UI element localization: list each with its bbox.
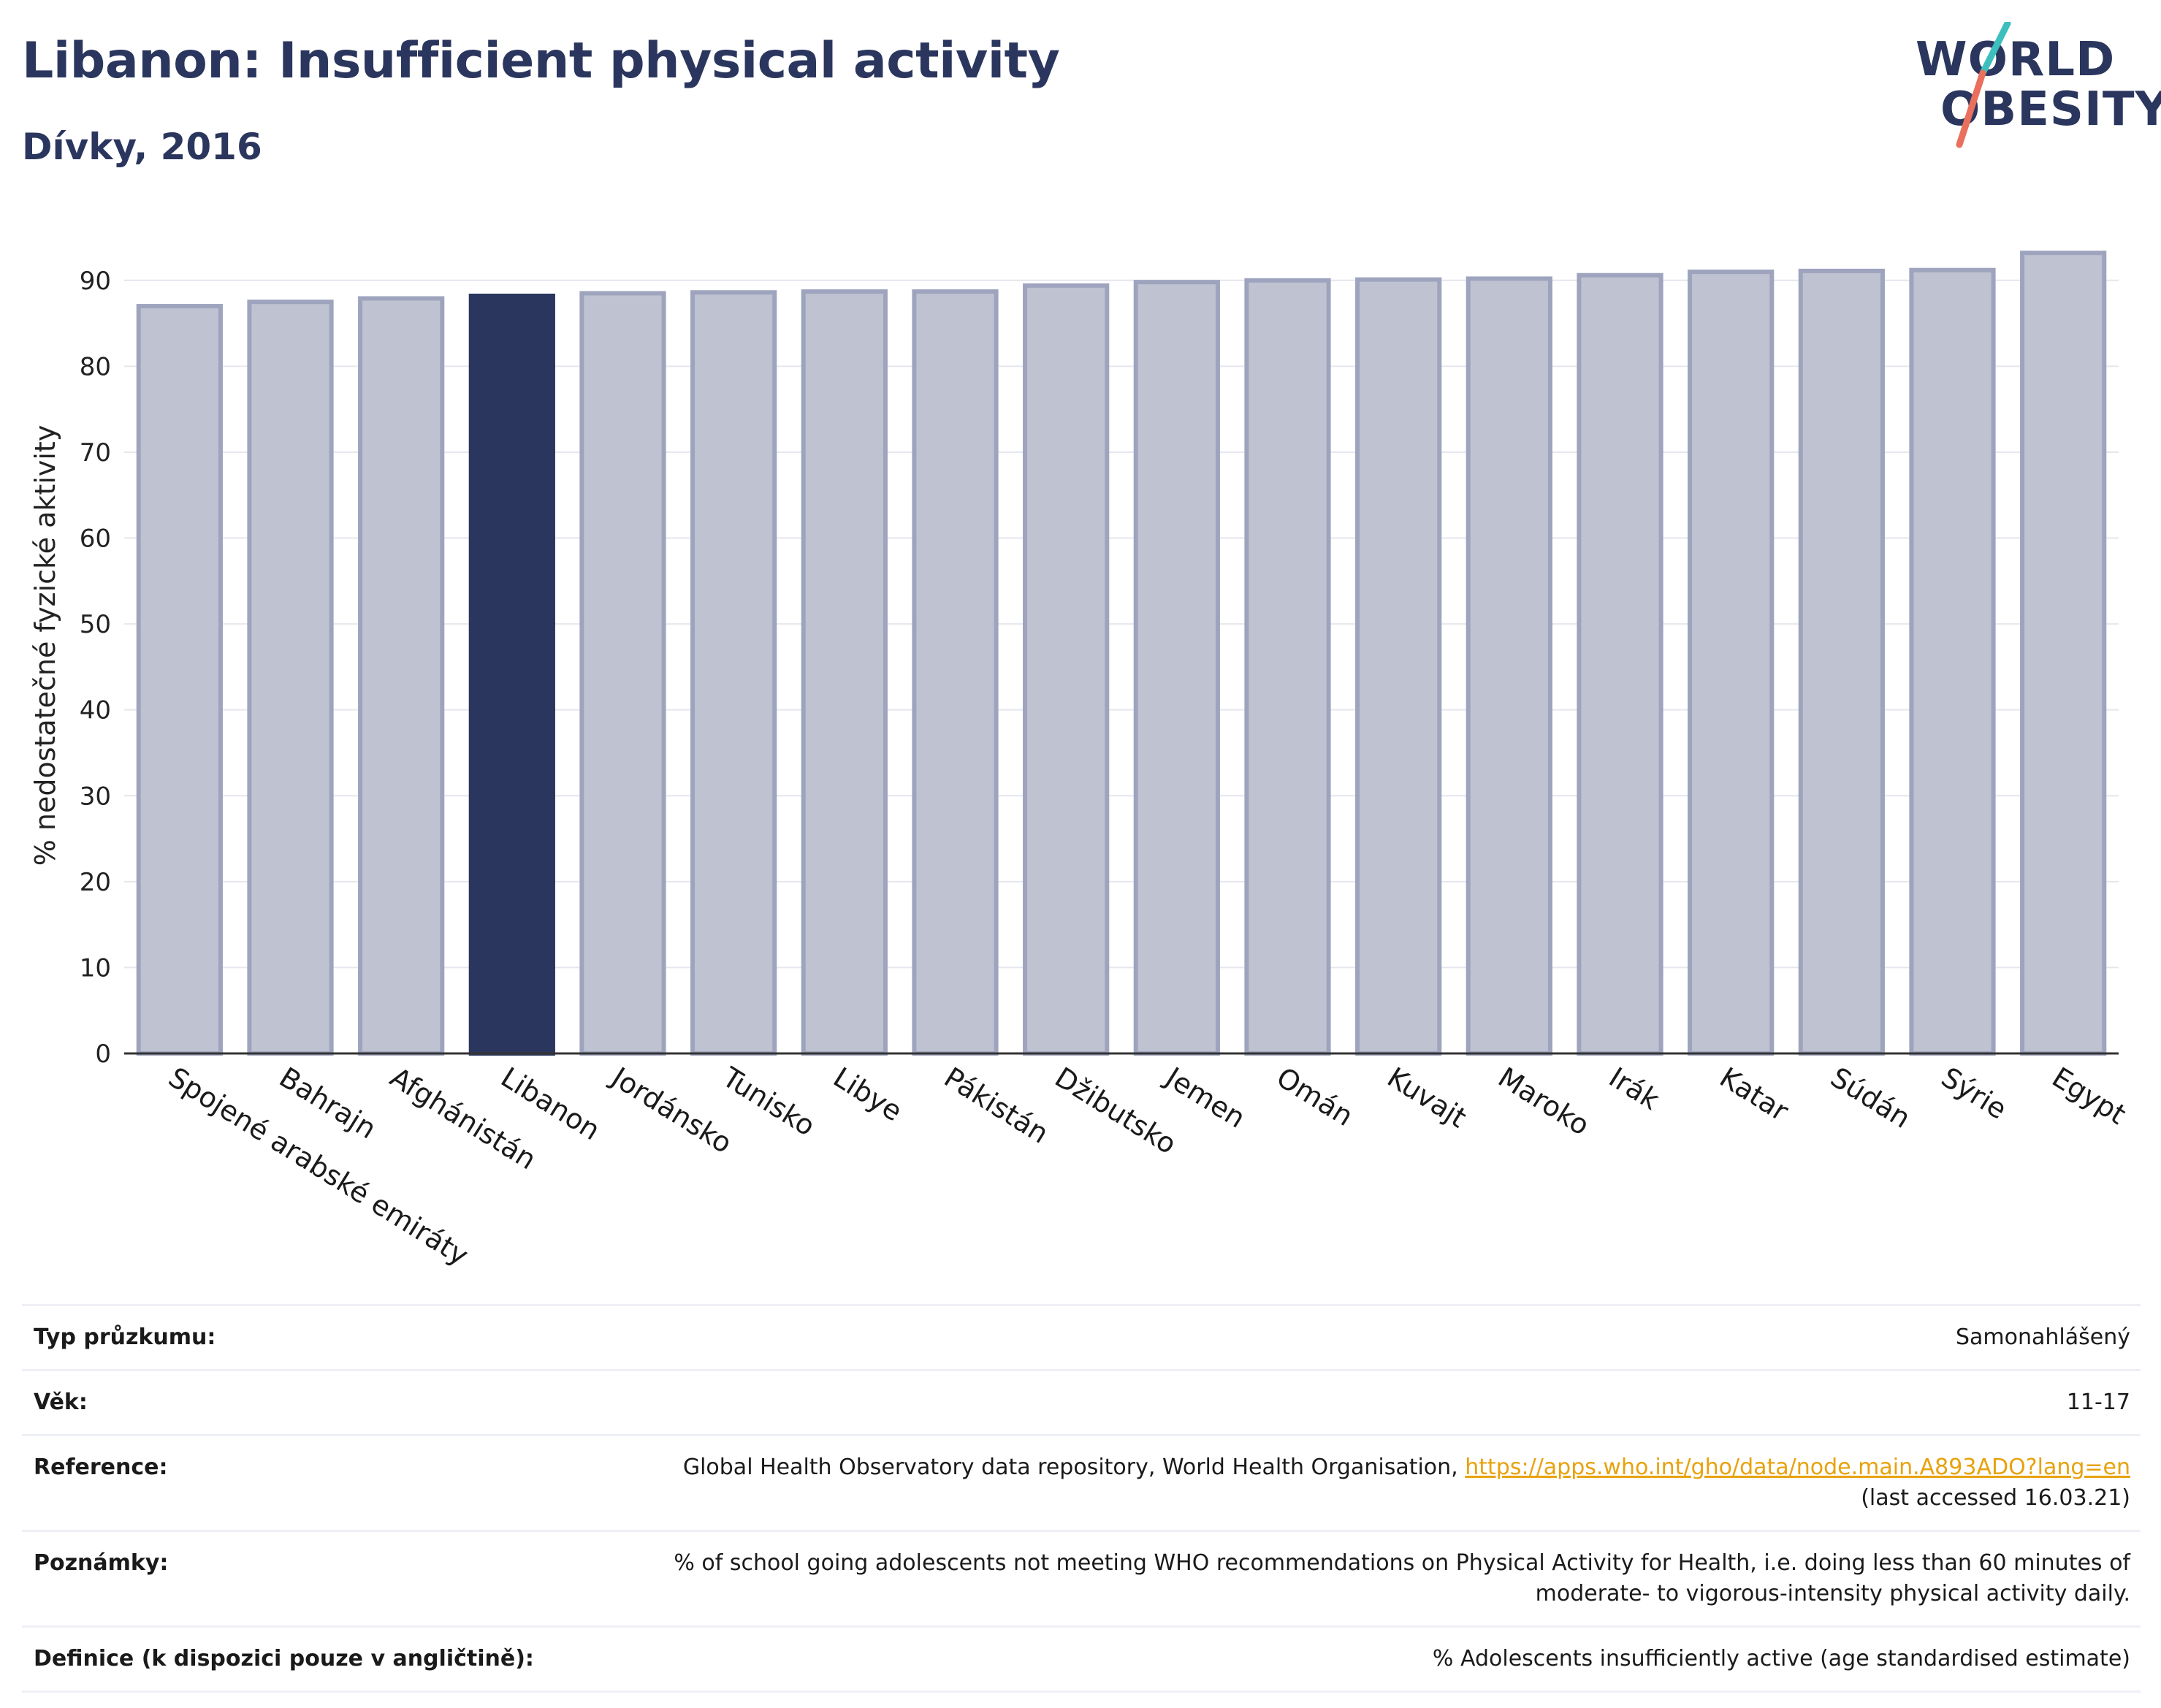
bar [1798, 268, 1885, 1056]
x-tick-label: Jemen [1159, 1060, 1251, 1134]
reference-text: Global Health Observatory data repositor… [682, 1455, 1458, 1480]
bar [1023, 283, 1110, 1056]
meta-value: Samonahlášený [1956, 1324, 2130, 1350]
y-tick-label: 0 [95, 1040, 111, 1069]
bar [1466, 276, 1552, 1056]
meta-value: Global Health Observatory data repositor… [683, 1452, 2130, 1514]
meta-label: Poznámky: [34, 1550, 169, 1576]
x-tick-label: Súdán [1825, 1061, 1916, 1135]
bar [468, 293, 555, 1056]
bar [136, 304, 223, 1056]
bar [247, 300, 334, 1056]
x-tick-label: Libye [828, 1061, 908, 1127]
bar [2020, 251, 2107, 1056]
x-tick-label: Kuvajt [1381, 1061, 1472, 1134]
bar [579, 291, 666, 1056]
x-tick-label: Omán [1271, 1061, 1359, 1132]
bar [1244, 278, 1331, 1056]
logo-slash-icon [1956, 22, 2011, 148]
meta-label: Reference: [34, 1455, 168, 1480]
logo-line1: WORLD [1916, 33, 2116, 87]
meta-value: 11-17 [2066, 1389, 2130, 1415]
y-tick-label: 20 [80, 868, 111, 897]
metadata-table: Typ průzkumu: Samonahlášený Věk: 11-17 R… [22, 1304, 2141, 1693]
bar [1577, 272, 1663, 1056]
notes-line1: % of school going adolescents not meetin… [674, 1550, 2130, 1576]
notes-line2: moderate- to vigorous-intensity physical… [1535, 1581, 2130, 1606]
x-tick-label: Sýrie [1936, 1061, 2013, 1125]
x-tick-label: Džibutsko [1049, 1061, 1182, 1160]
meta-row-definition: Definice (k dispozici pouze v angličtině… [22, 1625, 2141, 1693]
bar [801, 289, 888, 1056]
bar-chart: 0 10 20 30 40 50 60 70 80 90 % nedostatečné fyzick… [29, 251, 2132, 1271]
y-tick-label: 50 [80, 610, 111, 639]
y-tick-label: 60 [80, 525, 111, 554]
x-tick-label: Egypt [2046, 1061, 2131, 1130]
x-tick-label: Katar [1714, 1061, 1794, 1127]
y-tick-label: 90 [80, 267, 111, 296]
world-obesity-logo: WORLD OBESITY [1907, 22, 2161, 153]
page-subtitle: Dívky, 2016 [22, 126, 262, 168]
meta-value: % of school going adolescents not meetin… [674, 1548, 2130, 1609]
y-tick-label: 10 [80, 953, 111, 983]
y-axis-label: % nedostatečné fyzické aktivity [29, 425, 61, 866]
bar [1688, 270, 1775, 1056]
bar [358, 296, 445, 1056]
meta-label: Typ průzkumu: [34, 1324, 216, 1350]
meta-row-notes: Poznámky: % of school going adolescents … [22, 1530, 2141, 1625]
meta-row-reference: Reference: Global Health Observatory dat… [22, 1434, 2141, 1530]
y-tick-label: 40 [80, 696, 111, 725]
x-tick-label: Maroko [1493, 1061, 1595, 1141]
bar [1133, 280, 1220, 1056]
x-tick-label: Pákistán [939, 1061, 1054, 1150]
meta-row-age: Věk: 11-17 [22, 1369, 2141, 1434]
meta-label: Věk: [34, 1389, 88, 1415]
x-tick-label: Jordánsko [605, 1060, 738, 1159]
y-tick-label: 30 [80, 782, 111, 811]
reference-link[interactable]: https://apps.who.int/gho/data/node.main.… [1465, 1455, 2130, 1480]
y-tick-label: 70 [80, 438, 111, 468]
bar [690, 290, 777, 1056]
bar [1909, 267, 1996, 1056]
x-tick-label: Irák [1604, 1061, 1665, 1116]
meta-label: Definice (k dispozici pouze v angličtině… [34, 1646, 534, 1671]
reference-accessed: (last accessed 16.03.21) [1861, 1485, 2130, 1511]
y-tick-label: 80 [80, 352, 111, 381]
meta-row-survey-type: Typ průzkumu: Samonahlášený [22, 1304, 2141, 1369]
bar [1355, 277, 1442, 1056]
page-title: Libanon: Insufficient physical activity [22, 32, 1060, 90]
meta-value: % Adolescents insufficiently active (age… [1432, 1646, 2130, 1671]
bar [912, 289, 999, 1056]
